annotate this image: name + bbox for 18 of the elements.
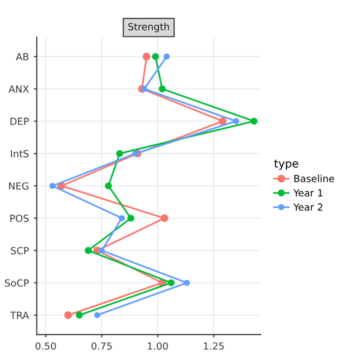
x-tick-label: 1.25 [204,342,224,350]
x-tick-label: 1.00 [148,342,168,350]
y-tick-label: ANX [8,85,29,93]
x-tick-label: 0.75 [92,342,112,350]
y-tick-label: SoCP [4,279,29,287]
x-tick-label: 0.50 [36,342,56,350]
y-tick-label: TRA [10,312,30,319]
chart-title: Strength [128,22,169,32]
y-tick-label: POS [10,214,29,222]
legend-label: Baseline [294,174,334,182]
legend-label: Year 2 [293,203,322,211]
y-tick-label: DEP [10,118,29,125]
y-tick-label: IntS [11,150,29,158]
y-tick-label: AB [16,53,28,60]
legend-label: Year 1 [293,189,322,196]
legend-title: type [274,160,298,170]
y-tick-label: NEG [9,182,28,190]
y-tick-label: SCP [10,246,29,254]
